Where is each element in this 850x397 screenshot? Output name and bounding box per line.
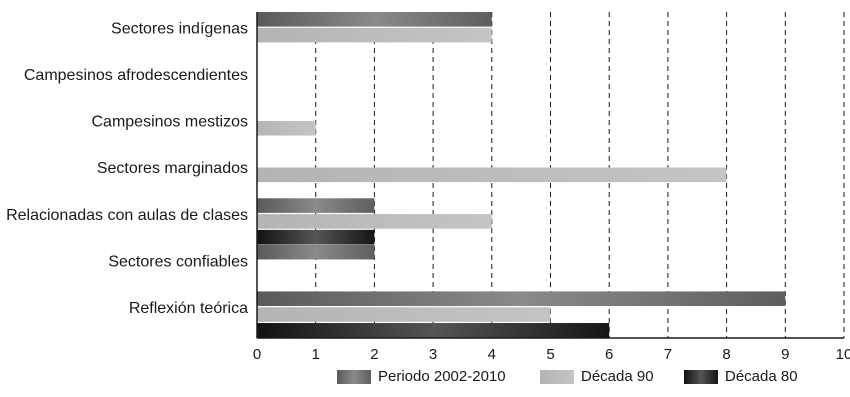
bar bbox=[257, 167, 727, 183]
x-tick-label: 4 bbox=[488, 346, 496, 363]
axes bbox=[256, 12, 844, 339]
x-tick-label: 8 bbox=[722, 346, 730, 363]
category-label: Sectores marginados bbox=[97, 160, 248, 177]
x-tick-label: 1 bbox=[312, 346, 320, 363]
category-label: Sectores confiables bbox=[108, 253, 248, 270]
legend-item: Periodo 2002-2010 bbox=[337, 368, 506, 385]
legend-swatch bbox=[684, 370, 718, 384]
x-tick-label: 3 bbox=[429, 346, 437, 363]
category-labels: Sectores indígenas Campesinos afrodescend… bbox=[6, 21, 248, 317]
legend-label: Década 80 bbox=[725, 368, 798, 385]
legend-swatch bbox=[540, 370, 574, 384]
x-tick-label: 2 bbox=[370, 346, 378, 363]
x-tick-label: 7 bbox=[664, 346, 672, 363]
bars bbox=[257, 12, 786, 338]
legend-swatch bbox=[337, 370, 371, 384]
bar bbox=[257, 198, 375, 213]
x-tick-label: 6 bbox=[605, 346, 613, 363]
x-tick-label: 5 bbox=[546, 346, 554, 363]
category-label: Reflexión teórica bbox=[129, 300, 248, 317]
legend-label: Década 90 bbox=[581, 368, 654, 385]
legend-item: Década 90 bbox=[540, 368, 654, 385]
bar bbox=[257, 214, 492, 229]
bar bbox=[257, 323, 610, 338]
legend-item: Década 80 bbox=[684, 368, 798, 385]
legend: Periodo 2002-2010 Década 90 Década 80 bbox=[337, 368, 798, 385]
bar bbox=[257, 120, 316, 136]
x-tick-label: 0 bbox=[253, 346, 261, 363]
bar bbox=[257, 27, 492, 43]
x-tick-labels: 0 1 2 3 4 5 6 7 8 9 10 bbox=[253, 346, 850, 363]
bar bbox=[257, 291, 786, 307]
legend-label: Periodo 2002-2010 bbox=[378, 368, 506, 385]
category-label: Campesinos afrodescendientes bbox=[24, 67, 248, 84]
category-label: Relacionadas con aulas de clases bbox=[6, 207, 248, 224]
bar bbox=[257, 229, 375, 245]
category-label: Campesinos mestizos bbox=[92, 114, 249, 131]
category-label: Sectores indígenas bbox=[111, 21, 248, 38]
x-tick-label: 10 bbox=[836, 346, 850, 363]
x-tick-label: 9 bbox=[781, 346, 789, 363]
bar bbox=[257, 244, 375, 260]
bar bbox=[257, 307, 551, 322]
bar bbox=[257, 12, 492, 27]
